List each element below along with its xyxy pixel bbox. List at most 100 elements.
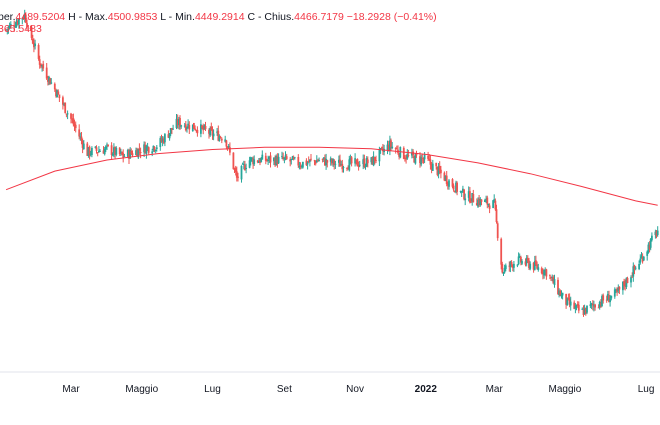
candle-body [253,159,256,165]
candle-body [240,165,243,180]
candle-body [338,159,340,163]
legend-label-3: C - Chius. [245,11,295,23]
candle-body [364,166,367,168]
candle-body [152,145,155,150]
candle-body [180,125,183,127]
candle-body [114,147,116,155]
candle-body [111,154,114,156]
candle-body [533,261,536,270]
candle-body [455,182,457,193]
candle-body [613,289,616,297]
candle-body [591,303,594,306]
candle-body [391,146,394,149]
candle-body [641,256,644,262]
candle-body [648,245,651,249]
candle-body [45,67,48,79]
candle-body [339,159,341,167]
candle-body [649,238,652,248]
candle-body [151,151,154,154]
candle-body [651,235,653,241]
candle-body [53,83,56,90]
candle-body [609,298,611,303]
candle-body [201,125,203,128]
candle-body [122,153,125,158]
time-axis-label: Lug [204,384,221,395]
candle-body [647,244,650,253]
candle-body [242,164,245,165]
candle-body [451,179,454,187]
time-axis-label: Mar [62,384,80,395]
candle-body [544,270,547,272]
candle-body [387,144,390,151]
candle-body [348,159,351,171]
candle-body [332,158,334,163]
time-axis-labels: Mar Maggio Lug Set Nov 2022 Mar Maggio Lug [62,384,654,395]
candle-body [520,257,522,263]
candle-body [237,176,239,178]
candle-body [553,279,556,285]
candle-body [26,22,28,28]
candle-body [496,223,499,239]
candle-body [516,264,519,266]
candle-body [459,191,462,192]
candle-body [91,148,93,155]
candle-body [462,188,464,192]
candle-body [212,133,215,137]
candle-body [456,182,458,192]
candle-body [500,238,503,265]
candle-body [590,303,593,306]
candle-body [252,158,254,165]
candle-body [276,156,279,164]
candle-body [55,89,57,97]
candle-body [453,190,456,193]
candle-body [6,29,9,31]
candle-body [373,157,376,161]
candle-body [390,140,392,147]
candle-body [40,63,42,67]
candle-body [249,157,252,162]
candle-body [513,263,515,268]
candle-body [110,145,113,155]
candle-body [66,113,69,115]
candle-body [128,150,130,159]
candle-body [414,153,417,164]
candle-body [378,149,381,162]
candle-body [560,294,563,297]
candle-body [64,102,67,114]
candle-body [486,197,489,205]
candle-body [179,118,181,127]
candle-body [290,158,293,161]
candle-body [144,144,147,154]
candle-body [581,308,584,310]
candle-body [504,265,507,269]
candle-body [342,167,345,168]
candle-body [582,309,585,315]
candle-body [171,128,173,130]
candle-body [305,160,308,166]
candle-body [526,258,529,261]
candle-body [363,158,366,168]
candle-body [145,146,148,154]
candle-body [16,20,19,25]
candle-body [23,13,26,19]
candle-body [18,19,20,25]
candle-body [540,268,543,274]
candle-body [529,263,532,269]
candle-body [608,295,610,303]
candle-body [229,147,231,153]
candle-body [511,264,514,268]
candle-body [569,301,572,306]
candle-body [349,158,352,160]
candle-body [244,165,246,171]
candle-body [334,163,337,165]
candle-body [155,147,158,149]
candle-body [186,127,188,129]
candle-body [594,304,596,308]
candle-body [184,124,187,131]
candle-body [234,167,237,172]
candle-body [543,270,545,276]
candle-body [251,158,253,159]
candle-body [602,295,605,301]
